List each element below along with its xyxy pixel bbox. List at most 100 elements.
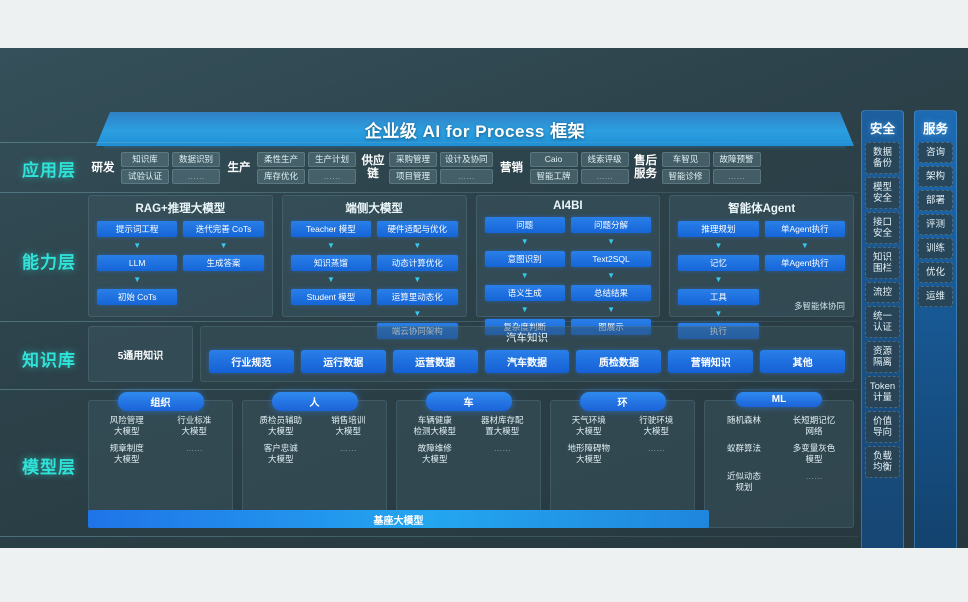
- capability-box-title: RAG+推理大模型: [135, 203, 226, 215]
- application-cell[interactable]: 试验认证: [121, 169, 169, 184]
- knowledge-chip[interactable]: 运营数据: [392, 350, 478, 373]
- capability-chip[interactable]: 迭代完善 CoTs: [183, 221, 264, 237]
- model-cell[interactable]: 蚁群算法: [726, 443, 761, 453]
- capability-chip[interactable]: 单Agent执行: [764, 255, 845, 271]
- capability-chip[interactable]: LLM: [97, 255, 178, 271]
- model-cell[interactable]: 车辆健康 检测大模型: [413, 415, 456, 436]
- security-item[interactable]: 流控: [865, 282, 900, 303]
- service-item[interactable]: 咨询: [918, 142, 953, 163]
- security-item[interactable]: 资源 隔离: [865, 341, 900, 373]
- model-group-pill[interactable]: ML: [736, 392, 822, 407]
- capability-chip[interactable]: 硬件适配与优化: [377, 221, 458, 237]
- capability-chip[interactable]: 问题: [484, 217, 565, 233]
- capability-chip[interactable]: 提示词工程: [97, 221, 178, 237]
- application-cell[interactable]: 数据识别: [172, 152, 220, 167]
- security-item[interactable]: 价值 导向: [865, 411, 900, 443]
- capability-chip[interactable]: 生成答案: [183, 255, 264, 271]
- model-cell[interactable]: 客户忠诚 大模型: [263, 443, 298, 464]
- application-cell[interactable]: 生产计划: [308, 152, 356, 167]
- model-cell[interactable]: 风险管理 大模型: [109, 415, 144, 436]
- application-cell[interactable]: ……: [308, 169, 356, 184]
- model-cell[interactable]: 多变量灰色 模型: [792, 443, 836, 464]
- model-group-pill[interactable]: 车: [425, 392, 512, 411]
- application-cell[interactable]: 智能诊修: [661, 169, 710, 184]
- capability-chip[interactable]: 图展示: [570, 319, 652, 335]
- capability-chip[interactable]: 执行: [678, 323, 759, 339]
- knowledge-chip[interactable]: 营销知识: [668, 350, 754, 373]
- security-item[interactable]: 知识 围栏: [865, 247, 900, 279]
- knowledge-chip[interactable]: 质检数据: [576, 350, 662, 373]
- capability-chip[interactable]: 记忆: [678, 255, 759, 271]
- security-item[interactable]: 模型 安全: [865, 177, 900, 209]
- capability-chip[interactable]: 总结结果: [570, 285, 652, 301]
- capability-chip[interactable]: 意图识别: [484, 251, 565, 267]
- model-cell[interactable]: 行业标准 大模型: [177, 415, 212, 436]
- model-cell[interactable]: ……: [339, 443, 357, 453]
- capability-chip[interactable]: 知识蒸馏: [290, 255, 372, 271]
- capability-chip[interactable]: 推理规划: [678, 221, 759, 237]
- capability-chip[interactable]: Text2SQL: [570, 251, 652, 267]
- capability-chip[interactable]: 问题分解: [570, 217, 652, 233]
- capability-chip[interactable]: 初始 CoTs: [97, 289, 178, 305]
- application-cell[interactable]: 库存优化: [257, 169, 305, 184]
- model-cell[interactable]: 销售培训 大模型: [331, 415, 366, 436]
- model-cell[interactable]: 地形障碍物 大模型: [567, 443, 610, 464]
- model-cell[interactable]: 故障维修 大模型: [417, 443, 452, 464]
- capability-chip[interactable]: 端云协同架构: [377, 323, 458, 339]
- capability-chip[interactable]: Student 模型: [290, 289, 372, 305]
- model-cell[interactable]: 近似动态 规划: [726, 471, 761, 492]
- model-cell[interactable]: 器材库存配 置大模型: [480, 415, 524, 436]
- application-cell[interactable]: 故障预警: [712, 152, 761, 167]
- application-cell[interactable]: 柔性生产: [257, 152, 305, 167]
- model-cell[interactable]: ……: [185, 443, 203, 453]
- capability-chip[interactable]: 复杂度判断: [484, 319, 565, 335]
- application-cell[interactable]: ……: [172, 169, 220, 184]
- model-cell[interactable]: ……: [647, 443, 665, 453]
- application-cell[interactable]: 设计及协同: [440, 152, 493, 167]
- knowledge-chip[interactable]: 行业规范: [209, 350, 294, 373]
- service-item[interactable]: 部署: [918, 190, 953, 211]
- service-item[interactable]: 评测: [918, 214, 953, 235]
- security-item[interactable]: 数据 备份: [865, 142, 900, 174]
- application-cell[interactable]: 知识库: [121, 152, 169, 167]
- model-cell[interactable]: 规章制度 大模型: [109, 443, 144, 464]
- model-cell[interactable]: 质检员辅助 大模型: [259, 415, 302, 436]
- model-cell[interactable]: 天气环境 大模型: [571, 415, 606, 436]
- model-cell[interactable]: ……: [493, 443, 511, 453]
- service-item[interactable]: 优化: [918, 262, 953, 283]
- application-cell[interactable]: 线索评级: [580, 152, 629, 167]
- capability-chip[interactable]: 运算里动态化: [377, 289, 458, 305]
- model-cell[interactable]: 长短期记忆 网络: [792, 415, 836, 436]
- security-item[interactable]: 接口 安全: [865, 212, 900, 244]
- capability-chip[interactable]: Teacher 模型: [290, 221, 372, 237]
- application-cell-column: 车智见 智能诊修: [661, 149, 710, 187]
- security-item[interactable]: 负载 均衡: [865, 446, 900, 478]
- application-cell[interactable]: Caio: [529, 152, 578, 167]
- application-cell[interactable]: 车智见: [661, 152, 710, 167]
- service-item[interactable]: 运维: [918, 286, 953, 307]
- model-cell[interactable]: 行驶环境 大模型: [639, 415, 674, 436]
- model-group-pill[interactable]: 人: [271, 392, 358, 411]
- security-item[interactable]: Token 计量: [865, 376, 900, 408]
- application-cell[interactable]: ……: [580, 169, 629, 184]
- model-cell[interactable]: 随机森林: [726, 415, 761, 425]
- arrow-down-icon: ▼: [133, 241, 142, 250]
- capability-chip[interactable]: 动态计算优化: [377, 255, 458, 271]
- application-cell[interactable]: 采购管理: [389, 152, 437, 167]
- service-item[interactable]: 架构: [918, 166, 953, 187]
- application-cell[interactable]: ……: [440, 169, 493, 184]
- application-cell[interactable]: ……: [712, 169, 761, 184]
- capability-chip[interactable]: 语义生成: [484, 285, 565, 301]
- knowledge-chip[interactable]: 运行数据: [300, 350, 386, 373]
- application-cell[interactable]: 项目管理: [389, 169, 437, 184]
- capability-chip[interactable]: 工具: [678, 289, 759, 305]
- capability-chip[interactable]: 单Agent执行: [764, 221, 845, 237]
- knowledge-chip[interactable]: 汽车数据: [484, 350, 570, 373]
- knowledge-chip[interactable]: 其他: [760, 350, 846, 373]
- security-item[interactable]: 统一 认证: [865, 306, 900, 338]
- service-item[interactable]: 训练: [918, 238, 953, 259]
- model-group-pill[interactable]: 环: [579, 392, 666, 411]
- model-cell[interactable]: ……: [805, 471, 823, 481]
- model-group-pill[interactable]: 组织: [117, 392, 204, 411]
- application-cell[interactable]: 智能工牌: [529, 169, 578, 184]
